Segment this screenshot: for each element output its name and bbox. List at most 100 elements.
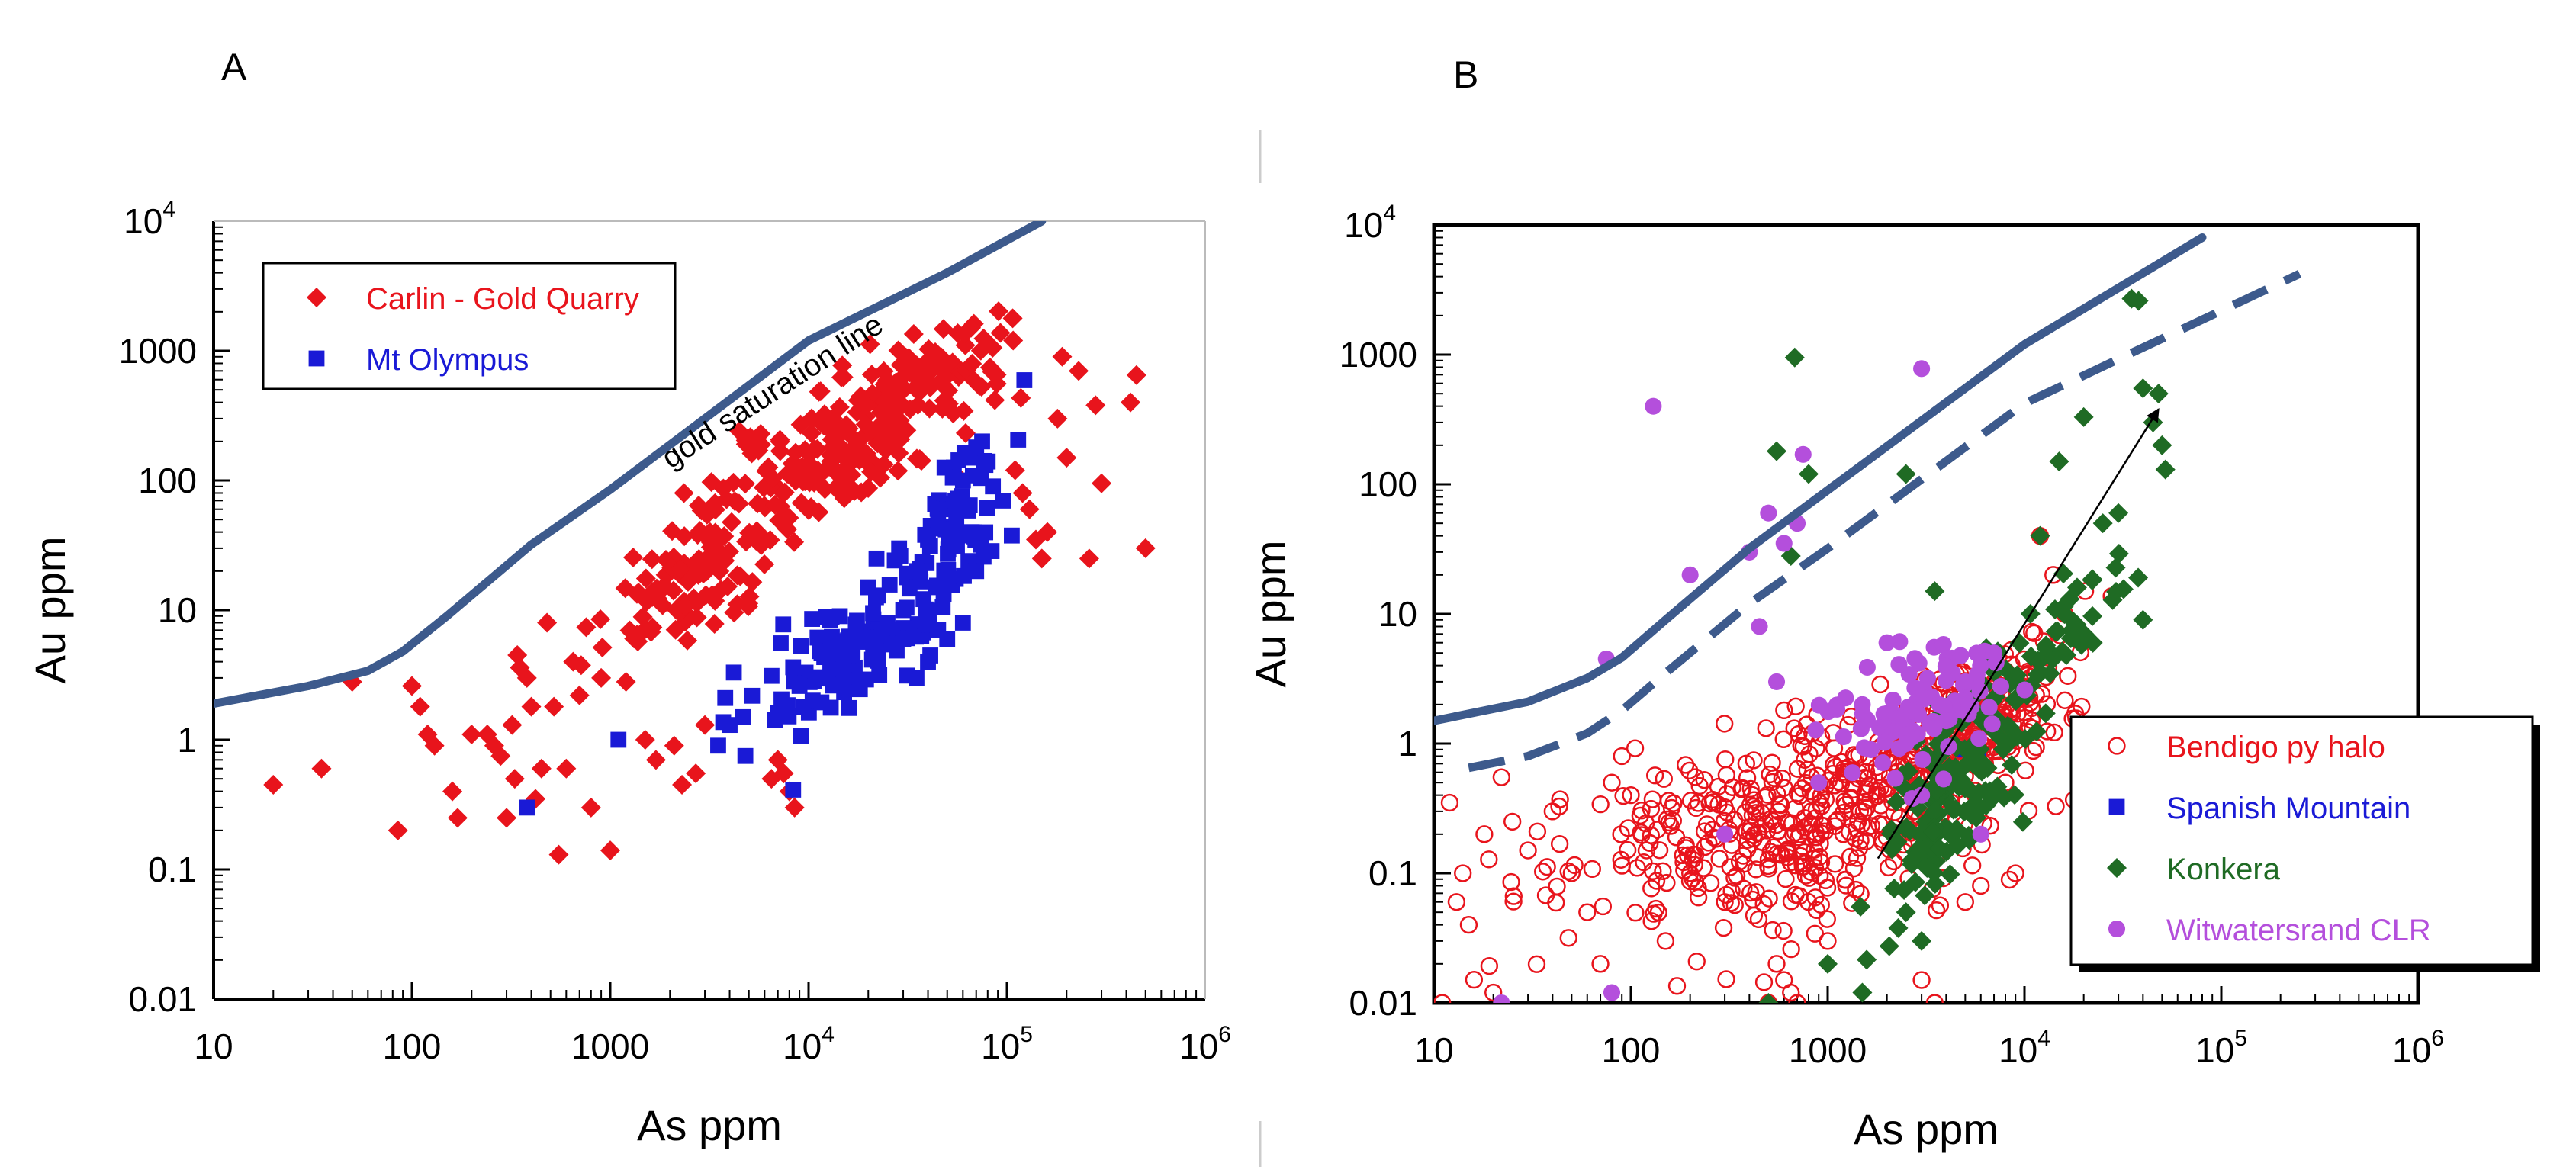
data-point [1004,527,1020,544]
data-point [1012,483,1033,503]
data-point [1690,776,1709,795]
data-point [860,629,876,646]
legend-marker [2108,920,2126,938]
data-point [447,808,468,828]
data-point [1619,840,1637,860]
data-point [402,676,422,696]
data-point [1875,705,1893,723]
data-point [985,478,1002,495]
data-point [2105,557,2126,578]
data-point [873,361,894,381]
data-point [704,613,725,634]
data-point [1612,850,1630,869]
data-point [1896,902,1916,923]
data-point [1559,929,1577,947]
data-point [687,607,707,628]
data-point [1962,753,1983,773]
x-tick-label: 105 [2195,1026,2247,1070]
data-point [1603,773,1621,792]
data-point [654,577,674,597]
data-point [860,579,876,596]
data-point [1861,791,1880,809]
data-point [1674,846,1692,865]
data-point [989,301,1009,322]
data-point [1846,747,1865,766]
x-tick-label: 10 [1414,1030,1453,1070]
data-point [1647,872,1666,890]
x-tick-label: 1000 [1789,1030,1867,1070]
legend-entry: Mt Olympus [366,343,529,377]
data-point [925,342,946,362]
data-point [804,692,821,709]
data-point [677,630,698,651]
data-point [1757,719,1775,737]
data-point [1795,843,1813,862]
legend-marker [2108,737,2126,755]
data-point [1835,728,1852,746]
data-point [896,347,916,368]
data-point [1770,795,1789,814]
data-point [1759,850,1778,869]
data-point [1716,750,1735,769]
data-point [884,403,905,423]
data-point [934,599,951,615]
series-witwatersrand-clr [1493,360,2034,1003]
data-point [868,550,885,567]
data-point [1767,441,1787,461]
data-point [688,564,709,585]
data-point [1613,856,1631,875]
data-point [1725,896,1744,914]
data-point [1925,994,1944,1003]
data-point [689,548,709,569]
data-point [764,494,785,515]
data-point [954,323,975,344]
data-point [1667,977,1687,995]
data-point [1888,917,1909,938]
data-point [1716,715,1734,733]
legend-box [262,262,677,390]
data-point [865,605,881,622]
legend: Bendigo py halo Spanish Mountain Konkera Wi… [2069,715,2540,972]
data-point [1092,473,1112,493]
data-point [920,532,936,548]
data-point [744,687,761,704]
data-point [1480,850,1498,869]
data-point [809,629,826,646]
data-point [903,323,924,344]
data-point [1760,504,1777,522]
data-point [807,439,828,459]
data-point [836,415,857,435]
data-point [1788,994,1806,1003]
data-point [895,602,912,619]
data-point [1681,864,1700,882]
data-point [855,414,876,435]
data-point [1891,633,1909,651]
data-point [580,797,601,818]
data-point [1929,838,1950,859]
chart-a: A10 100 1000 104 105 1060.010.11101001000104A… [26,46,1231,1149]
data-point [1860,776,1879,795]
data-point [1667,828,1686,847]
data-point [747,521,767,541]
data-point [909,449,930,470]
data-point [1793,779,1812,798]
data-point [1591,955,1610,973]
data-point [763,468,783,489]
data-point [1774,921,1793,940]
data-point [1773,769,1791,788]
data-point [1698,815,1716,834]
data-point [791,493,812,513]
data-point [1818,879,1837,897]
data-point [1938,712,1955,730]
data-point [1844,780,1863,799]
data-point [1818,953,1838,974]
data-point [881,577,898,593]
data-point [908,394,928,415]
data-point [710,737,726,754]
data-point [770,705,786,721]
data-point [548,844,569,865]
data-point [770,432,790,452]
data-point [686,763,706,784]
data-point [895,631,912,647]
legend-entry: Spanish Mountain [2166,792,2410,825]
